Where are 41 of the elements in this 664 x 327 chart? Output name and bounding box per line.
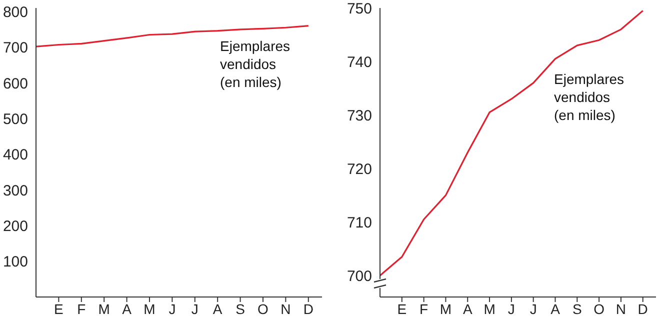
x-tick-label: J [508,300,515,317]
y-tick-label: 300 [2,182,28,200]
y-tick-label: 600 [2,75,28,92]
x-tick-label: D [638,300,648,317]
annotation: Ejemplares vendidos (en miles) [554,70,624,124]
y-tick-label: 200 [2,218,28,235]
x-tick-label: M [440,300,452,317]
x-tick-label: O [258,300,269,317]
x-tick-label: J [168,300,176,317]
x-tick-label: A [462,300,473,317]
y-tick-label: 730 [346,107,372,124]
x-tick-label: E [54,300,64,317]
x-tick-label: F [77,300,86,317]
x-tick-label: M [98,300,110,317]
y-tick-label: 750 [346,0,372,18]
x-tick-label: E [397,300,407,317]
x-tick-label: D [303,300,314,317]
x-tick-label: O [594,300,605,317]
x-tick-label: N [616,300,626,317]
x-tick-label: S [236,300,245,317]
y-tick-label: 700 [346,268,372,285]
line-series [380,10,644,276]
x-tick-label: A [550,300,561,317]
x-tick-label: A [122,300,132,317]
y-tick-label: 720 [346,160,372,178]
y-tick-label: 710 [346,214,372,232]
x-tick-label: N [280,300,291,317]
y-tick-label: 700 [2,40,28,57]
x-tick-label: J [191,300,198,317]
x-tick-label: S [572,300,582,317]
x-tick-label: M [484,300,496,317]
y-tick-label: 100 [2,254,28,271]
x-tick-label: A [212,300,223,317]
y-tick-label: 740 [346,54,372,71]
y-tick-label: 800 [2,4,28,21]
y-tick-label: 500 [2,110,28,128]
x-tick-label: J [530,300,537,317]
x-tick-label: M [144,300,156,317]
x-tick-label: F [420,300,428,317]
annotation: Ejemplares vendidos (en miles) [220,37,290,91]
y-tick-label: 400 [2,146,28,164]
